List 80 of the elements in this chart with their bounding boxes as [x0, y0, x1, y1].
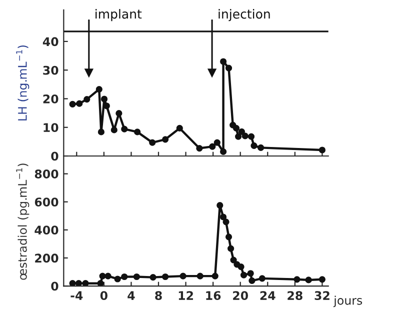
point: [121, 273, 128, 280]
x-tick-label: 28: [288, 291, 302, 300]
point: [149, 139, 156, 146]
point: [82, 280, 89, 286]
x-tick-label: 0: [100, 291, 108, 300]
x-tick-label: -4: [70, 291, 83, 300]
y-tick-label: 800: [34, 170, 58, 178]
point: [240, 272, 248, 278]
point: [258, 144, 264, 151]
point: [230, 256, 237, 264]
point: [305, 276, 312, 284]
point: [258, 275, 266, 282]
x-tick-label: 8: [155, 291, 162, 300]
point: [220, 148, 227, 156]
point: [220, 58, 227, 65]
point: [216, 202, 224, 209]
x-tick-label: 12: [178, 291, 193, 300]
point: [162, 273, 169, 280]
point: [248, 133, 255, 140]
y-tick-label: 600: [34, 198, 58, 207]
x-tick-label: 20: [233, 291, 248, 300]
point: [228, 245, 234, 252]
x-tick-label: 32: [314, 291, 330, 300]
point: [247, 270, 254, 277]
point: [99, 272, 106, 280]
point: [294, 276, 300, 283]
x-tick-label: 4: [128, 291, 135, 300]
point: [162, 136, 169, 143]
point: [214, 139, 220, 146]
point: [235, 133, 242, 140]
x-tick-label: 24: [260, 291, 276, 300]
point: [100, 96, 108, 102]
point: [84, 96, 90, 103]
y-tick-label: 20: [43, 94, 58, 104]
y-tick-label: 0: [51, 282, 58, 291]
point: [76, 100, 83, 107]
point: [212, 272, 218, 280]
y-tick-label: 400: [34, 226, 58, 235]
point: [176, 124, 183, 132]
point: [134, 128, 141, 136]
point: [209, 143, 216, 150]
point: [69, 280, 76, 286]
point: [250, 142, 258, 149]
y-tick-label: 30: [43, 66, 58, 75]
point: [98, 128, 104, 136]
ref-line-label: injection: [218, 9, 270, 22]
point: [318, 146, 326, 154]
point: [222, 218, 230, 226]
y-tick-label: 200: [35, 254, 58, 263]
point: [225, 64, 232, 72]
point: [238, 128, 246, 135]
point: [220, 214, 227, 220]
point: [196, 144, 203, 152]
point: [225, 234, 232, 240]
point: [238, 263, 244, 270]
point: [96, 86, 102, 93]
ref-line-label: implant: [96, 9, 142, 22]
point: [110, 126, 118, 134]
point: [121, 126, 128, 132]
y-tick-label: 40: [42, 37, 58, 46]
point: [232, 124, 240, 132]
x-axis-title: jours: [333, 296, 362, 308]
point: [97, 280, 104, 286]
point: [318, 276, 326, 283]
point: [69, 100, 76, 108]
y-tick-label: 10: [44, 123, 58, 132]
y-axis-title: œstradiol (pg.mL$^{−1}$): [16, 164, 30, 280]
x-tick-label: 16: [206, 291, 221, 300]
point: [75, 280, 82, 286]
point: [196, 272, 204, 280]
y-tick-label: 0: [51, 152, 58, 161]
point: [242, 132, 248, 140]
point: [104, 272, 112, 280]
point: [133, 273, 140, 280]
point: [180, 272, 186, 280]
point: [248, 277, 256, 284]
point: [114, 276, 121, 282]
y-axis-title: LH (ng.mL$^{−1}$): [16, 45, 30, 120]
point: [150, 274, 156, 281]
point: [116, 110, 122, 117]
